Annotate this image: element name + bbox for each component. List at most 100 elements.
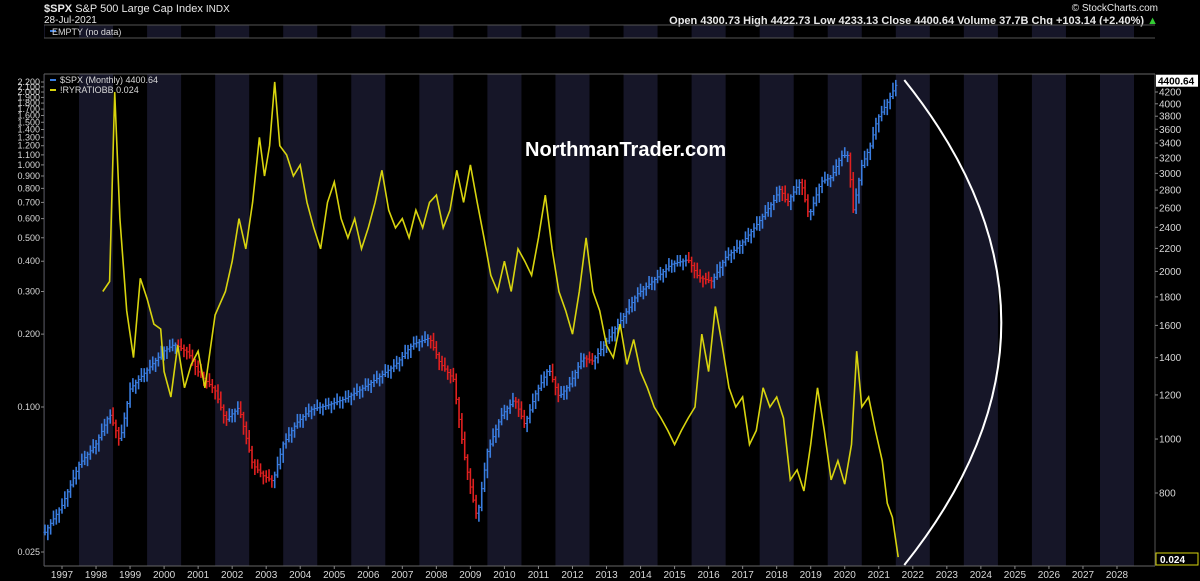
x-tick-label: 2020 [834,570,857,581]
legend-swatch-ratio [50,89,56,91]
x-tick-label: 2014 [629,570,652,581]
band [351,74,386,566]
top-panel-legend: EMPTY (no data) [52,27,121,37]
x-tick-label: 2022 [902,570,925,581]
symbol: $SPX [44,3,73,15]
x-tick-label: 2007 [391,570,414,581]
band [1031,74,1066,566]
top-legend-swatch [50,30,56,32]
ohlc-text: Open 4300.73 High 4422.73 Low 4233.13 Cl… [669,15,1145,27]
x-tick-label: 2017 [732,570,755,581]
x-tick-label: 2016 [697,570,720,581]
right-tick-label: 1000 [1159,435,1182,446]
right-tick-label: 800 [1159,489,1176,500]
band [691,74,726,566]
right-tick-label: 3800 [1159,112,1182,123]
x-tick-label: 2005 [323,570,346,581]
up-arrow-icon: ▲ [1147,15,1158,27]
band-top [1099,25,1135,38]
band-top [555,25,590,38]
band [419,74,454,566]
band [283,74,318,566]
right-tick-label: 1600 [1159,321,1182,332]
x-tick-label: 2010 [493,570,516,581]
right-tick-label: 1200 [1159,390,1182,401]
index-name: S&P 500 Large Cap Index [75,3,203,15]
watermark: NorthmanTrader.com [525,139,726,161]
x-tick-label: 2026 [1038,570,1061,581]
x-axis: 1997 1998 1999 2000 2001 2002 2003 2004 2005 2006… [51,566,1129,581]
x-tick-label: 2027 [1072,570,1095,581]
x-tick-label: 2009 [459,570,482,581]
x-tick-label: 2024 [970,570,993,581]
left-tick-label: 2.000 [17,87,40,97]
right-tick-label: 3400 [1159,139,1182,150]
last-value-labels: 4400.64 0.024 [1155,74,1199,566]
band [215,74,250,566]
x-tick-label: 2000 [153,570,176,581]
left-tick-label: 0.300 [17,286,40,296]
left-tick-label: 1.100 [17,150,40,160]
left-tick-label: 0.500 [17,233,40,243]
x-tick-label: 1998 [85,570,108,581]
left-tick-label: 1.400 [17,125,40,135]
left-tick-label: 0.700 [17,197,40,207]
left-tick-label: 1.700 [17,104,40,114]
right-tick-label: 2400 [1159,223,1182,234]
x-tick-label: 2011 [528,570,550,581]
legend-ratio: !RYRATIOBB 0.024 [60,85,139,95]
band-top [691,25,726,38]
arc-curve [903,79,1003,566]
left-tick-label: 2.100 [17,82,40,92]
band-top [827,25,862,38]
x-tick-label: 2028 [1106,570,1129,581]
band [79,74,114,566]
left-tick-label: 1.500 [17,117,40,127]
brand-label: © StockCharts.com [1071,3,1158,14]
band [759,74,794,566]
left-tick-label: 0.025 [17,547,40,557]
x-tick-label: 2001 [187,570,210,581]
x-tick-label: 1999 [119,570,142,581]
right-tick-label: 2000 [1159,267,1182,278]
band [963,74,998,566]
x-tick-label: 2004 [289,570,312,581]
ratio-series [102,81,899,558]
band-top [283,25,318,38]
band-top [351,25,386,38]
right-tick-label: 4000 [1159,99,1182,110]
band-top [895,25,930,38]
left-tick-label: 1.800 [17,98,40,108]
spx-last-value-box [1156,74,1198,87]
band-top [147,25,182,38]
x-tick-label: 2015 [663,570,686,581]
chart-header-title: $SPX S&P 500 Large Cap Index INDX [44,3,230,15]
band [1099,74,1135,566]
left-tick-label: 1.600 [17,110,40,120]
band-top [44,25,45,38]
right-tick-label: 2200 [1159,244,1182,255]
band-top [419,25,454,38]
x-tick-label: 2019 [800,570,823,581]
left-tick-label: 1.000 [17,160,40,170]
x-tick-label: 2002 [221,570,244,581]
band-top [215,25,250,38]
exchange: INDX [205,4,230,15]
band-top [963,25,998,38]
band-top [759,25,794,38]
legend-spx: $SPX (Monthly) 4400.64 [60,75,158,85]
right-tick-label: 2800 [1159,186,1182,197]
left-tick-label: 1.900 [17,92,40,102]
x-tick-label: 2013 [595,570,618,581]
right-tick-label: 1400 [1159,353,1182,364]
x-tick-label: 2006 [357,570,380,581]
chart-frame [43,24,1156,567]
left-tick-label: 2.200 [17,77,40,87]
ratio-last-value: 0.024 [1160,555,1185,566]
right-tick-label: 1800 [1159,292,1182,303]
arc-annotation [903,79,1003,566]
left-tick-label: 0.800 [17,183,40,193]
left-tick-label: 0.400 [17,256,40,266]
